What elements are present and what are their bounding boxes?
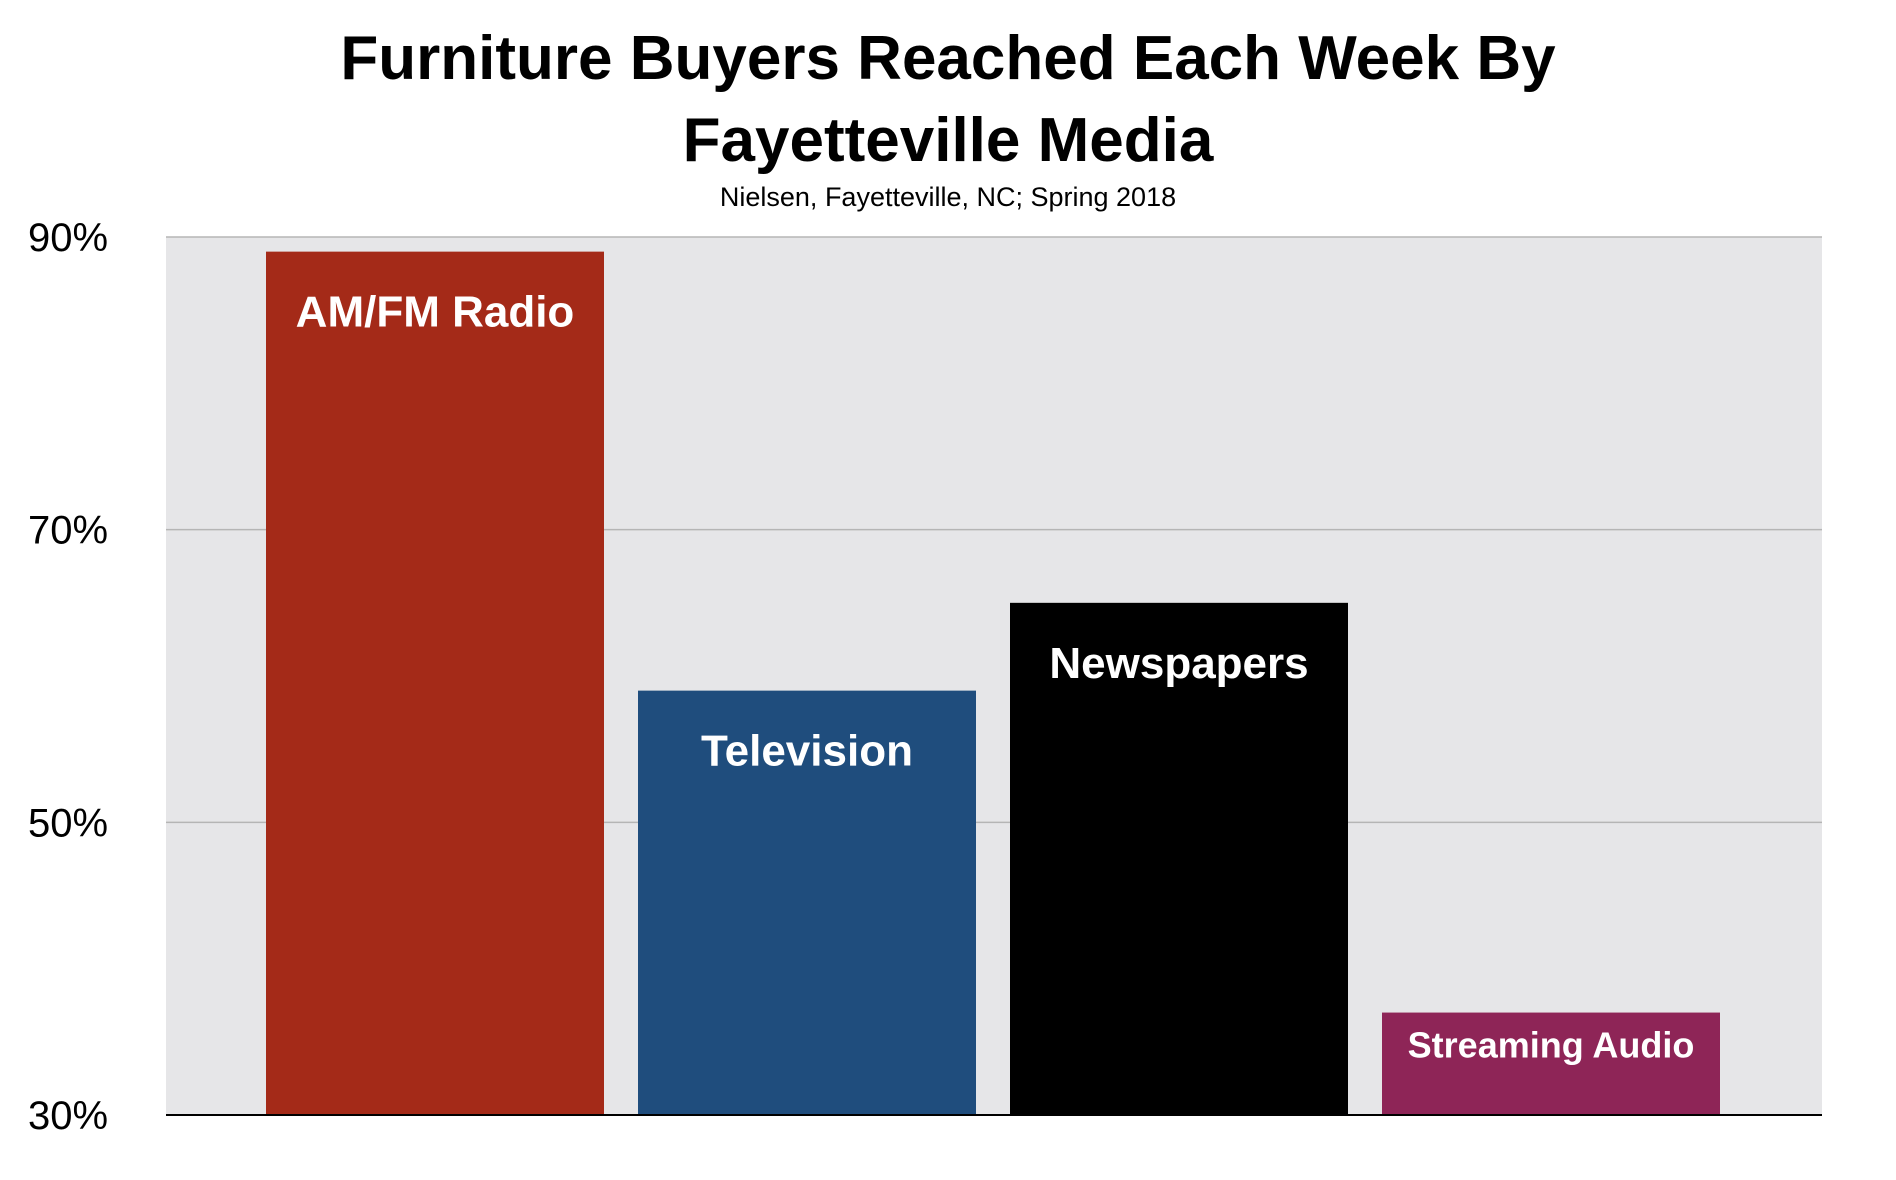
y-tick-label: 90% (28, 216, 108, 260)
chart-title: Furniture Buyers Reached Each Week By Fa… (0, 18, 1896, 182)
bar-label: Newspapers (1049, 639, 1308, 688)
bar (1010, 602, 1348, 1115)
chart-subtitle: Nielsen, Fayetteville, NC; Spring 2018 (719, 182, 1177, 212)
chart-title-line-1: Furniture Buyers Reached Each Week By (340, 24, 1556, 93)
y-axis-ticks: 30% 50% 70% 90% (28, 216, 108, 1138)
bar (638, 690, 976, 1115)
bar-label: Television (701, 727, 913, 776)
bar (1382, 1012, 1720, 1115)
bar-label: Streaming Audio (1408, 1025, 1695, 1066)
y-tick-label: 50% (28, 801, 108, 845)
y-tick-label: 70% (28, 509, 108, 553)
y-tick-label: 30% (28, 1094, 108, 1138)
bar-label: AM/FM Radio (296, 288, 575, 337)
chart-title-line-2: Fayetteville Media (682, 106, 1214, 175)
bars: AM/FM Radio Television Newspapers Streaming… (266, 251, 1720, 1116)
bar (266, 251, 604, 1116)
